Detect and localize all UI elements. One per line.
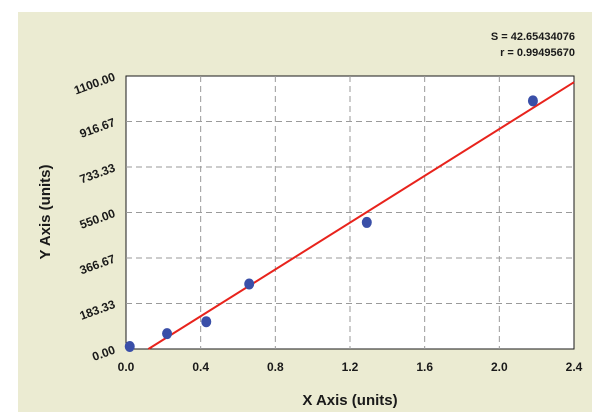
y-tick-label: 0.00 [90, 343, 117, 364]
data-point [124, 341, 135, 353]
data-point [361, 216, 372, 228]
x-tick-label: 0.8 [267, 360, 284, 374]
y-tick-label: 550.00 [78, 206, 118, 232]
data-point [201, 316, 212, 328]
y-tick-label: 366.67 [78, 252, 118, 278]
fit-line [147, 81, 575, 350]
x-axis-title: X Axis (units) [302, 392, 397, 409]
r-statistic: r = 0.99495670 [500, 47, 575, 59]
y-tick-labels: 0.00 183.33 366.67 550.00 733.33 916.67 1100.0… [72, 70, 117, 364]
x-tick-label: 2.4 [566, 360, 583, 374]
y-axis-title: Y Axis (units) [37, 164, 54, 259]
data-points [124, 95, 538, 353]
x-tick-labels: 0.0 0.4 0.8 1.2 1.6 2.0 2.4 [118, 360, 583, 374]
s-statistic: S = 42.65434076 [491, 31, 575, 43]
x-tick-label: 2.0 [491, 360, 508, 374]
x-tick-label: 1.6 [416, 360, 433, 374]
y-tick-label: 733.33 [78, 161, 118, 187]
data-point [244, 278, 255, 290]
x-tick-label: 0.0 [118, 360, 135, 374]
x-tick-label: 0.4 [192, 360, 209, 374]
data-point [527, 95, 538, 107]
grid-lines [126, 76, 574, 349]
data-point [162, 328, 173, 340]
x-tick-label: 1.2 [342, 360, 359, 374]
y-tick-label: 916.67 [78, 115, 118, 141]
y-tick-label: 1100.00 [72, 70, 117, 98]
y-tick-label: 183.33 [78, 297, 118, 323]
